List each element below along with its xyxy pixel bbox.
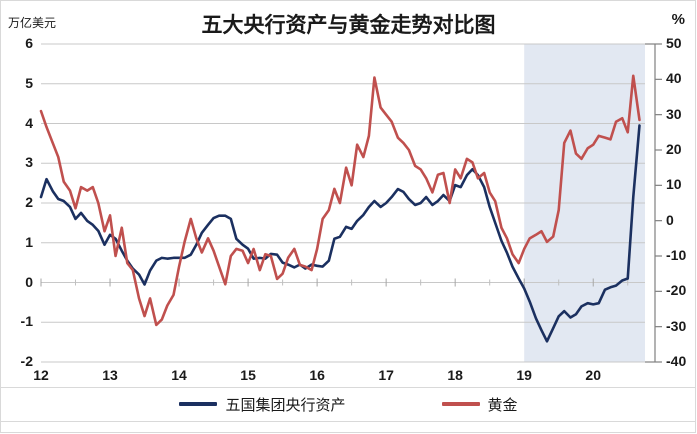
y-axis-right-unit-label: % xyxy=(671,11,685,28)
y-axis-left-tick-label: -1 xyxy=(20,313,33,330)
y-axis-left-tick-label: 0 xyxy=(25,273,33,290)
x-axis-tick-label: 19 xyxy=(516,367,532,383)
x-axis-tick-label: 13 xyxy=(102,367,118,383)
y-axis-right-tick-label: -20 xyxy=(666,282,687,299)
y-axis-right-tick-label: -30 xyxy=(666,317,687,334)
chart-title: 五大央行资产与黄金走势对比图 xyxy=(201,13,496,37)
series-line-central-bank-assets xyxy=(39,124,641,343)
chart-legend: 五国集团央行资产 黄金 xyxy=(0,387,697,421)
x-axis-tick-label: 12 xyxy=(33,367,49,383)
legend-item-central-bank-assets[interactable]: 五国集团央行资产 xyxy=(179,394,346,415)
y-axis-left-tick-label: 6 xyxy=(25,35,33,51)
x-axis-tick-label: 14 xyxy=(171,367,187,383)
y-axis-left-tick-label: 1 xyxy=(25,233,33,250)
y-axis-right-tick-label: -40 xyxy=(666,353,687,369)
x-axis-tick-label: 15 xyxy=(240,367,256,383)
y-axis-left-tick-label: -2 xyxy=(20,353,33,369)
legend-separator-top xyxy=(1,387,696,388)
y-axis-right-tick-label: 40 xyxy=(666,70,682,87)
y-axis-right-tick-label: 0 xyxy=(666,211,674,228)
legend-label-gold: 黄金 xyxy=(487,397,518,414)
legend-swatch-central-bank-assets xyxy=(179,402,218,406)
legend-item-gold[interactable]: 黄金 xyxy=(441,394,518,415)
y-axis-left-tick-label: 2 xyxy=(25,194,33,210)
y-axis-right-tick-label: 30 xyxy=(666,105,682,122)
y-axis-right-tick-label: 20 xyxy=(666,141,682,157)
y-axis-right-tick-label: -10 xyxy=(666,247,687,263)
legend-swatch-gold xyxy=(441,402,480,406)
legend-label-central-bank-assets: 五国集团央行资产 xyxy=(225,397,346,414)
y-axis-left-tick-label: 5 xyxy=(25,74,33,91)
x-axis-tick-label: 16 xyxy=(309,367,325,383)
legend-separator-bottom xyxy=(1,421,696,422)
y-axis-right-tick-label: 10 xyxy=(666,176,682,193)
x-axis-tick-label: 18 xyxy=(447,367,463,383)
y-axis-left-unit-label: 万亿美元 xyxy=(8,16,57,30)
x-axis-tick-label: 20 xyxy=(585,367,601,383)
y-axis-left-tick-label: 3 xyxy=(25,154,33,171)
y-axis-right-tick-label: 50 xyxy=(666,35,682,51)
series-line-gold xyxy=(39,74,641,327)
x-axis-tick-label: 17 xyxy=(378,367,394,383)
y-axis-left-tick-label: 4 xyxy=(25,114,33,131)
